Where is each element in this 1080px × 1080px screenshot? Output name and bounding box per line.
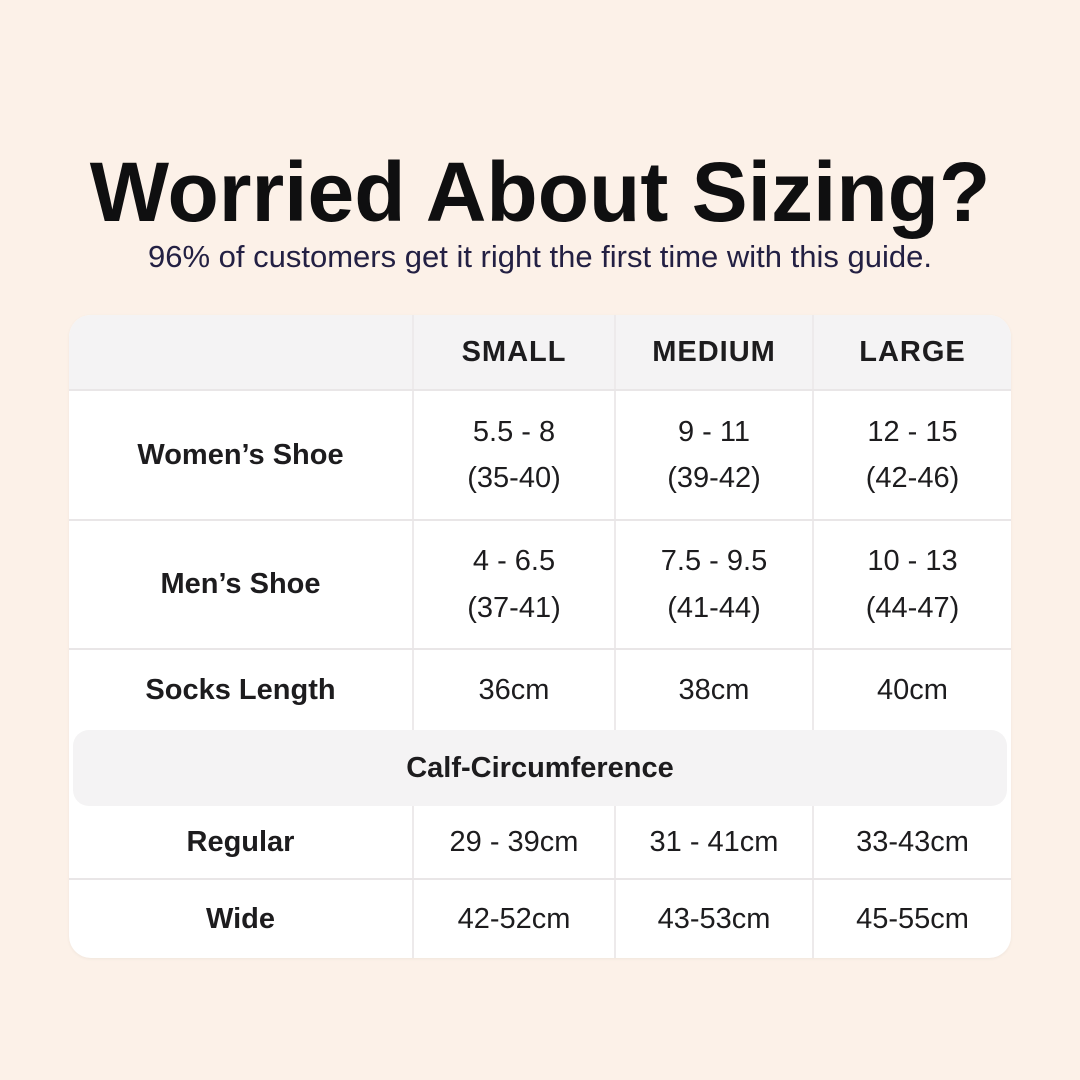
cell-regular-small: 29 - 39cm <box>412 806 614 878</box>
table-row-womens-shoe: Women’s Shoe 5.5 - 8 (35-40) 9 - 11 (39-… <box>69 391 1011 519</box>
value-line: 10 - 13 <box>867 545 958 578</box>
page-title: Worried About Sizing? <box>89 145 991 240</box>
cell-socks-medium: 38cm <box>614 650 812 730</box>
value-line: 9 - 11 <box>677 415 750 448</box>
value-line: 12 - 15 <box>867 415 958 448</box>
cell-socks-small: 36cm <box>412 650 614 730</box>
value-subline: (39-42) <box>667 462 761 494</box>
table-header-row: SMALL MEDIUM LARGE <box>69 315 1011 391</box>
value-line: 7.5 - 9.5 <box>660 545 768 578</box>
cell-mens-medium: 7.5 - 9.5 (41-44) <box>614 521 812 648</box>
row-label-regular: Regular <box>186 825 295 858</box>
column-header-small: SMALL <box>412 315 614 389</box>
cell-mens-large: 10 - 13 (44-47) <box>812 521 1011 648</box>
sizing-table: SMALL MEDIUM LARGE Women’s Shoe 5.5 - 8 … <box>69 315 1011 958</box>
row-label-mens-shoe: Men’s Shoe <box>160 568 321 601</box>
value-line: 5.5 - 8 <box>472 415 556 448</box>
row-label-womens-shoe: Women’s Shoe <box>137 438 344 471</box>
table-row-regular: Regular 29 - 39cm 31 - 41cm 33-43cm <box>69 806 1011 878</box>
column-header-large: LARGE <box>812 315 1011 389</box>
table-row-wide: Wide 42-52cm 43-53cm 45-55cm <box>69 878 1011 958</box>
value-line: 4 - 6.5 <box>472 545 556 578</box>
row-label-wide: Wide <box>205 902 276 935</box>
table-row-socks-length: Socks Length 36cm 38cm 40cm <box>69 648 1011 730</box>
cell-regular-large: 33-43cm <box>812 806 1011 878</box>
cell-socks-large: 40cm <box>812 650 1011 730</box>
cell-womens-small: 5.5 - 8 (35-40) <box>412 391 614 519</box>
cell-womens-medium: 9 - 11 (39-42) <box>614 391 812 519</box>
cell-wide-large: 45-55cm <box>812 880 1011 958</box>
value-subline: (42-46) <box>865 462 960 494</box>
value-subline: (41-44) <box>667 591 761 624</box>
table-row-mens-shoe: Men’s Shoe 4 - 6.5 (37-41) 7.5 - 9.5 (41… <box>69 519 1011 648</box>
value-subline: (44-47) <box>865 591 960 624</box>
row-label-socks-length: Socks Length <box>145 673 336 706</box>
cell-womens-large: 12 - 15 (42-46) <box>812 391 1011 519</box>
cell-wide-small: 42-52cm <box>412 880 614 958</box>
value-subline: (35-40) <box>467 462 561 494</box>
value-subline: (37-41) <box>467 591 561 624</box>
section-header-label: Calf-Circumference <box>406 751 674 784</box>
section-header-calf-circumference: Calf-Circumference <box>73 730 1007 806</box>
cell-mens-small: 4 - 6.5 (37-41) <box>412 521 614 648</box>
page-subtitle: 96% of customers get it right the first … <box>148 239 932 274</box>
column-header-medium: MEDIUM <box>614 315 812 389</box>
cell-wide-medium: 43-53cm <box>614 880 812 958</box>
column-header-empty <box>69 315 412 389</box>
cell-regular-medium: 31 - 41cm <box>614 806 812 878</box>
